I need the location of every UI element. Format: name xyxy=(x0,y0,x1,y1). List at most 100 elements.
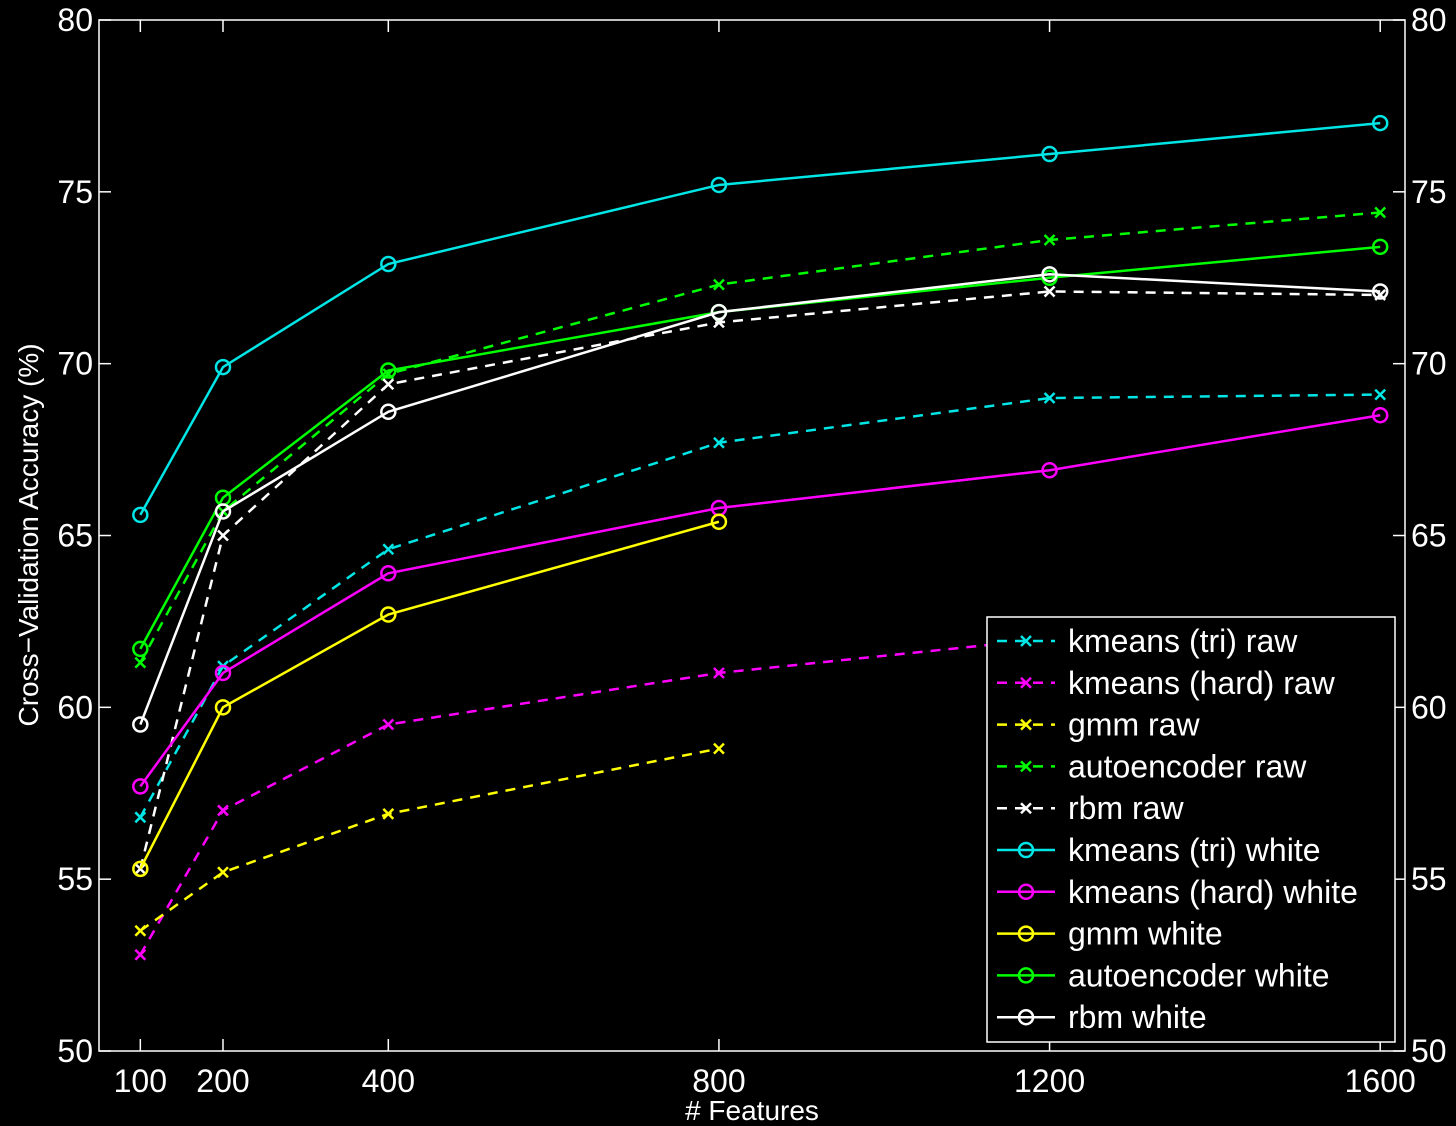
y-tick-label-right: 65 xyxy=(1411,518,1447,554)
data-point xyxy=(380,255,397,273)
legend-marker-stroke xyxy=(1020,676,1032,689)
y-tick-label-right: 55 xyxy=(1411,861,1447,897)
legend-marker xyxy=(1020,635,1032,647)
plot-area xyxy=(132,114,1389,961)
legend-marker-stroke xyxy=(1020,635,1032,647)
data-point xyxy=(134,811,147,824)
data-point xyxy=(134,656,147,669)
legend-entry: rbm raw xyxy=(997,790,1184,826)
data-point xyxy=(1043,285,1056,298)
legend-label: kmeans (tri) raw xyxy=(1068,623,1298,659)
y-tick-label-right: 60 xyxy=(1411,689,1447,725)
data-point-stroke xyxy=(217,804,229,817)
data-point-stroke xyxy=(713,278,725,291)
data-point xyxy=(132,778,149,795)
data-point xyxy=(1041,461,1058,479)
y-tick-label-right: 80 xyxy=(1411,2,1447,38)
series-line xyxy=(139,747,720,932)
data-point-stroke xyxy=(134,924,147,937)
data-point xyxy=(217,529,229,542)
legend-entry: rbm white xyxy=(997,999,1207,1035)
data-point xyxy=(382,718,395,731)
axes: 50 50 55 55 60 60 65 65 70 70 75 75 80 80 100 200 400 800… xyxy=(57,2,1446,1099)
series-kmeans-tri-white xyxy=(132,114,1389,524)
y-axis-label: Cross−Validation Accuracy (%) xyxy=(13,343,44,726)
data-point xyxy=(214,699,232,716)
y-tick-label-right: 75 xyxy=(1411,174,1447,210)
legend-marker xyxy=(1020,760,1032,773)
legend-label: autoencoder raw xyxy=(1068,748,1307,784)
x-tick-label: 100 xyxy=(114,1063,167,1099)
x-tick-label: 400 xyxy=(362,1063,415,1099)
data-point xyxy=(1043,234,1056,246)
data-point xyxy=(214,664,232,682)
series-line xyxy=(139,273,1381,725)
legend-marker xyxy=(1020,676,1032,689)
data-point xyxy=(710,513,728,531)
legend-marker xyxy=(1017,967,1035,984)
legend-marker xyxy=(1017,925,1035,942)
x-tick-label: 1600 xyxy=(1345,1063,1416,1099)
series-line xyxy=(139,211,1381,664)
data-point xyxy=(1041,145,1058,163)
legend-marker-stroke xyxy=(1020,802,1032,815)
y-tick-label-left: 80 xyxy=(57,2,93,38)
legend-marker-stroke xyxy=(1020,760,1032,773)
data-point xyxy=(380,606,397,623)
series-line xyxy=(139,520,720,870)
legend-entry: gmm raw xyxy=(997,707,1200,743)
data-point-stroke xyxy=(713,667,725,679)
data-point-stroke xyxy=(1374,206,1387,219)
legend-entry: kmeans (tri) raw xyxy=(997,623,1298,659)
legend-label: kmeans (tri) white xyxy=(1068,832,1321,868)
legend-label: kmeans (hard) raw xyxy=(1068,665,1336,701)
series-rbm-white xyxy=(132,266,1389,733)
data-point xyxy=(1371,406,1389,424)
y-tick-label-right: 50 xyxy=(1411,1033,1447,1069)
legend-box xyxy=(986,616,1396,1043)
data-point xyxy=(214,358,232,376)
legend-entry: gmm white xyxy=(997,916,1223,952)
legend-entry: autoencoder white xyxy=(997,957,1330,993)
data-point xyxy=(217,804,229,817)
y-tick-label-left: 75 xyxy=(57,174,93,210)
data-point xyxy=(380,565,397,582)
data-point xyxy=(1374,388,1387,401)
series-gmm-raw xyxy=(134,742,725,937)
legend-entry: kmeans (tri) white xyxy=(997,832,1321,868)
y-tick-label-left: 55 xyxy=(57,861,93,897)
data-point xyxy=(713,278,725,291)
data-point-stroke xyxy=(1374,388,1387,401)
data-point-stroke xyxy=(217,529,229,542)
data-point xyxy=(134,924,147,937)
legend-label: rbm white xyxy=(1068,999,1207,1035)
y-tick-label-left: 60 xyxy=(57,689,93,725)
series-gmm-white xyxy=(132,513,728,878)
series-line xyxy=(139,637,1050,956)
data-point-stroke xyxy=(1043,285,1056,298)
data-point-stroke xyxy=(217,866,229,879)
x-tick-label: 200 xyxy=(196,1063,249,1099)
data-point xyxy=(1371,238,1389,256)
data-point-stroke xyxy=(382,543,395,556)
data-point-stroke xyxy=(382,718,395,731)
data-point xyxy=(382,543,395,556)
data-point xyxy=(217,866,229,879)
legend-marker xyxy=(1017,1008,1035,1026)
y-tick-label-left: 70 xyxy=(57,346,93,382)
x-tick-label: 800 xyxy=(692,1063,745,1099)
legend-marker xyxy=(1017,841,1035,859)
x-tick-label: 1200 xyxy=(1014,1063,1085,1099)
legend: kmeans (tri) raw kmeans (hard) raw gmm raw… xyxy=(986,616,1396,1043)
data-point xyxy=(132,506,149,524)
data-point xyxy=(713,667,725,679)
data-point-stroke xyxy=(713,742,725,755)
data-point-stroke xyxy=(382,378,395,391)
data-point-stroke xyxy=(134,948,147,961)
data-point xyxy=(1374,206,1387,219)
y-tick-label-left: 50 xyxy=(57,1033,93,1069)
legend-marker xyxy=(1017,883,1035,901)
data-point xyxy=(1041,266,1058,283)
data-point xyxy=(1371,114,1389,132)
